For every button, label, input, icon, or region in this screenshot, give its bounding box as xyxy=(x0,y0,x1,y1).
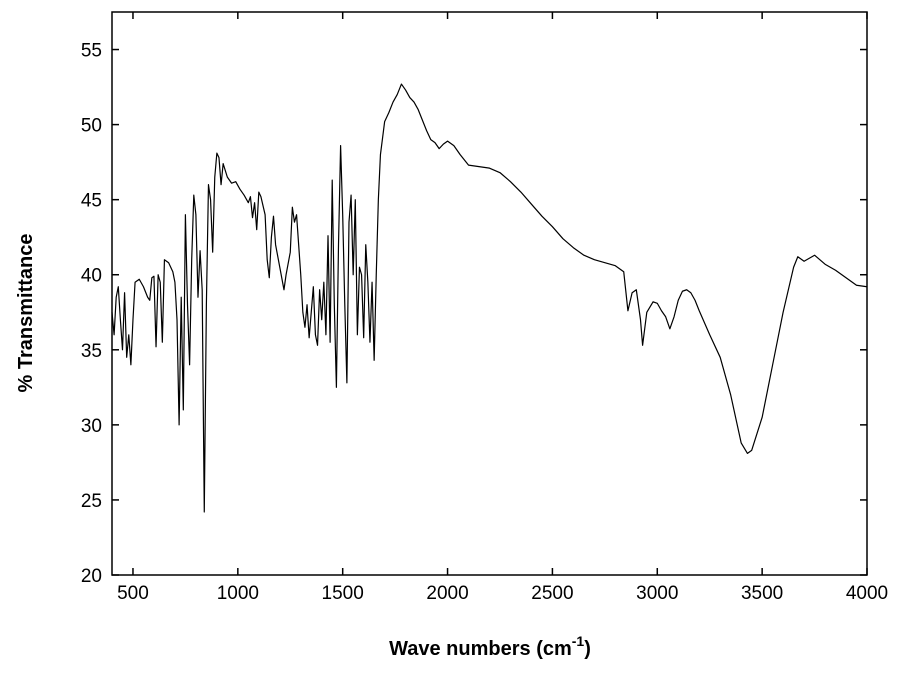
x-axis-title: Wave numbers (cm-1) xyxy=(389,633,591,660)
x-tick-label: 3000 xyxy=(636,583,678,604)
y-tick-label: 55 xyxy=(81,41,102,62)
y-tick-label: 35 xyxy=(81,341,102,362)
x-tick-label: 2500 xyxy=(531,583,573,604)
x-tick-label: 500 xyxy=(117,583,149,604)
x-tick-label: 2000 xyxy=(426,583,468,604)
y-tick-label: 40 xyxy=(81,266,102,287)
spectrum-line xyxy=(111,83,868,513)
y-axis-title: % Transmittance xyxy=(15,234,37,393)
x-tick-label: 4000 xyxy=(846,583,888,604)
y-tick-label: 50 xyxy=(81,116,102,137)
y-tick-label: 20 xyxy=(81,566,102,587)
x-axis-title-end: ) xyxy=(584,638,591,660)
y-tick-label: 45 xyxy=(81,191,102,212)
y-tick-label: 25 xyxy=(81,491,102,512)
y-tick-label: 30 xyxy=(81,416,102,437)
plot-frame xyxy=(111,11,868,576)
x-tick-label: 1500 xyxy=(322,583,364,604)
x-tick-label: 3500 xyxy=(741,583,783,604)
x-axis-title-sup: -1 xyxy=(572,633,585,649)
x-axis-title-text: Wave numbers (cm xyxy=(389,638,572,660)
x-tick-label: 1000 xyxy=(217,583,259,604)
